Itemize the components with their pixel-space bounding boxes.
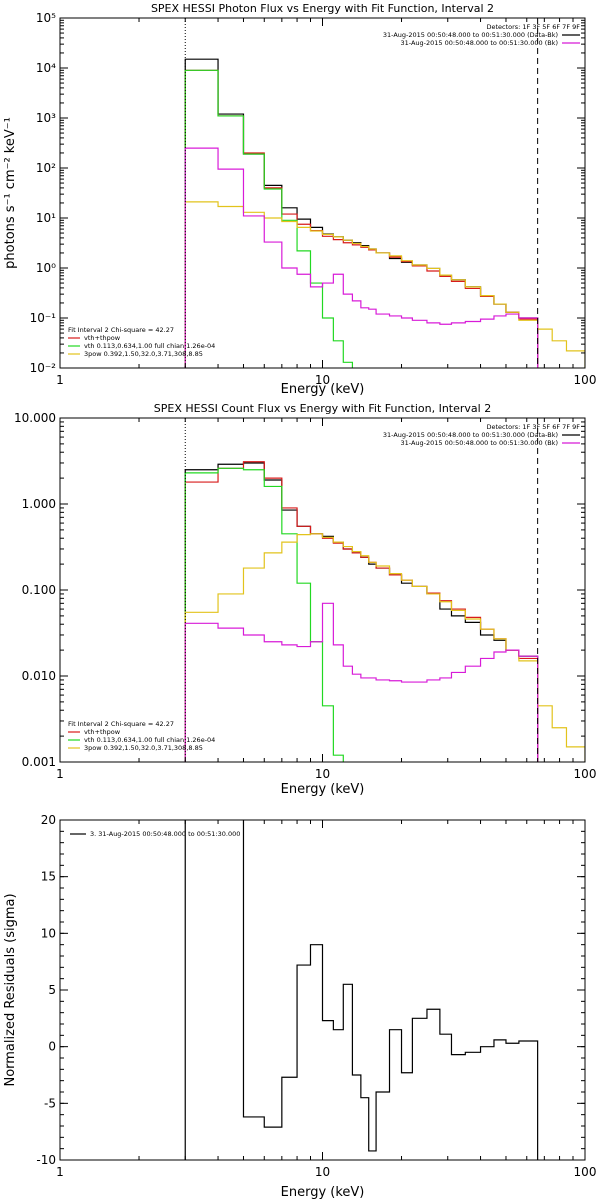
y-tick-label: 10⁴ [36, 61, 56, 75]
plot-frame [59, 417, 586, 763]
legend-entry: 3. 31-Aug-2015 00:50:48.000 to 00:51:30.… [90, 830, 240, 838]
x-axis: 1 10 100 [56, 820, 596, 1179]
y-tick-label: 15 [41, 870, 56, 884]
x-tick-label: 1 [56, 767, 64, 781]
legend-right: Detectors: 1F 3F 5F 6F 7F 9F31-Aug-2015 … [383, 23, 580, 47]
legend-entry: vth+thpow [84, 334, 121, 342]
series-line-3pow [184, 533, 585, 762]
legend-entry: 3pow 0.392,1.50,32.0,3.71,308,8.85 [84, 744, 203, 752]
x-tick-label: 100 [574, 373, 597, 387]
series-group [184, 461, 585, 762]
legend-entry: 31-Aug-2015 00:50:48.000 to 00:51:30.000… [383, 31, 558, 39]
y-axis-label: Normalized Residuals (sigma) [3, 893, 18, 1086]
series-line-3pow [184, 201, 585, 368]
legend-entry: 3pow 0.392,1.50,32.0,3.71,308,8.85 [84, 350, 203, 358]
x-axis-label: Energy (keV) [281, 382, 365, 397]
y-axis: 10⁻² 10⁻¹ 10⁰ 10¹ 10² 10³ 10⁴ 10⁵ [30, 11, 585, 375]
series-group [184, 820, 539, 1160]
x-axis: 1 10 100 [56, 18, 596, 387]
y-tick-label: 10⁻¹ [30, 311, 57, 325]
legend-header: Detectors: 1F 3F 5F 6F 7F 9F [486, 423, 580, 431]
y-tick-label: 10.000 [14, 411, 56, 425]
x-tick-label: 1 [56, 1165, 64, 1179]
legend-left: Fit Interval 2 Chi-square = 42.27vth+thp… [68, 326, 215, 358]
y-tick-label: -5 [44, 1096, 56, 1110]
x-axis-label: Energy (keV) [281, 782, 365, 797]
series-line-bk [184, 147, 539, 368]
y-tick-label: 0 [48, 1040, 56, 1054]
y-tick-label: -10 [36, 1153, 56, 1167]
y-tick-label: 10² [36, 161, 56, 175]
legend-entry: 31-Aug-2015 00:50:48.000 to 00:51:30.000… [383, 431, 558, 439]
legend-header: Fit Interval 2 Chi-square = 42.27 [68, 326, 174, 334]
y-tick-label: 10 [41, 926, 56, 940]
series-line-data-bk [184, 462, 539, 762]
series-line-data-bk [184, 58, 539, 368]
chart-panel-2: SPEX HESSI Count Flux vs Energy with Fit… [14, 402, 597, 797]
y-tick-label: 5 [48, 983, 56, 997]
x-axis-label: Energy (keV) [281, 1185, 365, 1200]
series-line-vth [184, 467, 344, 762]
series-group [184, 58, 585, 368]
chart-panel-3: 1 10 100 Energy (keV) -10 -5 0 5 10 15 20 Normalize… [3, 813, 596, 1200]
x-tick-label: 10 [315, 767, 330, 781]
chart-panel-1: SPEX HESSI Photon Flux vs Energy with Fi… [3, 2, 596, 397]
series-line-residuals [184, 820, 539, 1160]
series-line-bk [184, 602, 539, 762]
y-axis: -10 -5 0 5 10 15 20 [36, 813, 585, 1167]
legend-entry: 31-Aug-2015 00:50:48.000 to 00:51:30.000… [401, 439, 558, 447]
x-tick-label: 1 [56, 373, 64, 387]
x-tick-label: 100 [574, 767, 597, 781]
y-tick-label: 10³ [36, 111, 56, 125]
legend-entry: 31-Aug-2015 00:50:48.000 to 00:51:30.000… [401, 39, 558, 47]
x-tick-label: 10 [315, 373, 330, 387]
y-axis-label: photons s⁻¹ cm⁻² keV⁻¹ [3, 117, 18, 269]
legend-header: Detectors: 1F 3F 5F 6F 7F 9F [486, 23, 580, 31]
y-tick-label: 10⁻² [30, 361, 57, 375]
legend-entry: vth 0.113,0.634,1.00 full chian 1.26e-04 [84, 342, 215, 350]
series-line-vth [184, 69, 354, 368]
y-tick-label: 1.000 [22, 497, 56, 511]
y-axis: 0.001 0.010 0.100 1.000 10.000 [14, 411, 585, 769]
y-tick-label: 20 [41, 813, 56, 827]
series-line-vth-thpow [184, 461, 539, 762]
chart-title: SPEX HESSI Photon Flux vs Energy with Fi… [151, 2, 494, 15]
legend-left: Fit Interval 2 Chi-square = 42.27vth+thp… [68, 720, 215, 752]
chart-title: SPEX HESSI Count Flux vs Energy with Fit… [154, 402, 491, 415]
legend-header: Fit Interval 2 Chi-square = 42.27 [68, 720, 174, 728]
x-tick-label: 10 [315, 1165, 330, 1179]
legend-entry: vth 0.113,0.634,1.00 full chian 1.26e-04 [84, 736, 215, 744]
y-tick-label: 10⁵ [36, 11, 56, 25]
y-tick-label: 0.010 [22, 669, 56, 683]
y-tick-label: 10¹ [36, 211, 56, 225]
legend-left: 3. 31-Aug-2015 00:50:48.000 to 00:51:30.… [70, 830, 240, 838]
y-tick-label: 0.100 [22, 583, 56, 597]
legend-right: Detectors: 1F 3F 5F 6F 7F 9F31-Aug-2015 … [383, 423, 580, 447]
y-tick-label: 10⁰ [36, 261, 56, 275]
x-tick-label: 100 [574, 1165, 597, 1179]
legend-entry: vth+thpow [84, 728, 121, 736]
y-tick-label: 0.001 [22, 755, 56, 769]
